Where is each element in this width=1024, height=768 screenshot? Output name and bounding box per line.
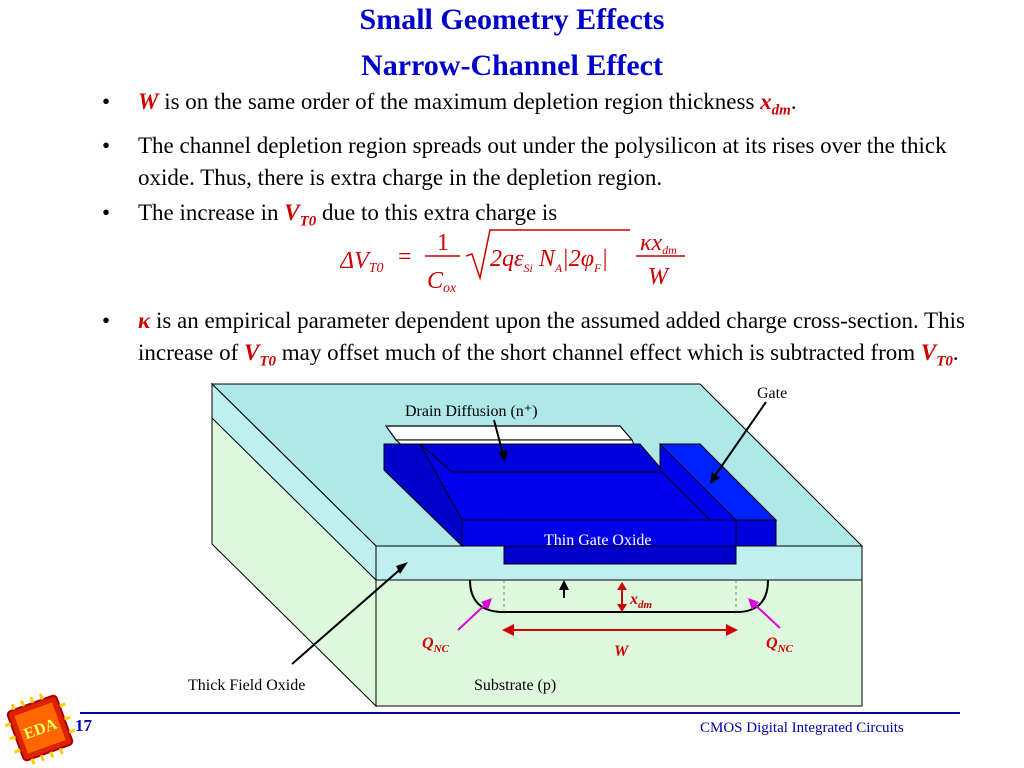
label-qnc-left: QNC [422,635,450,655]
symbol-kappa: κ [138,308,151,334]
label-thin-gate-oxide: Thin Gate Oxide [544,532,652,549]
slide-title: Small Geometry Effects [359,3,665,36]
gate-left-riser [383,443,463,548]
eda-logo: EDA [4,693,76,765]
field-oxide-top [210,383,864,547]
svg-text:Cox: Cox [427,268,457,296]
slide-subtitle: Narrow-Channel Effect [361,49,663,82]
footer-divider [80,712,960,714]
label-drain-diffusion: Drain Diffusion (n⁺) [405,403,538,420]
oxide-front [375,545,863,581]
bullet-1-text: is on the same order of the maximum depl… [158,89,761,114]
depletion-region [469,579,769,613]
label-substrate: Substrate (p) [474,677,556,694]
svg-text:1: 1 [437,230,449,256]
symbol-xdm: xdm [760,89,791,119]
bullet-3: • The increase in VT0 due to this extra c… [102,199,558,230]
gate-right-riser [659,443,777,547]
block-left-face [211,382,377,708]
gate-top [387,443,761,547]
delta-vt0-equation: ΔVT0 = 1 Cox 2qεSi NA|2φF| κxdm W [340,229,685,296]
symbol-vt0: VT0 [284,199,317,230]
label-gate: Gate [757,385,787,402]
gate-front [503,545,737,565]
label-xdm: xdm [629,591,653,611]
svg-text:ΔVT0: ΔVT0 [340,248,384,276]
symbol-vt0: VT0 [244,340,277,370]
symbol-vt0: VT0 [920,340,953,370]
bullet-list: • W is on the same order of the maximum d… [100,86,1000,381]
bullet-1: • W is on the same order of the maximum d… [102,89,797,119]
svg-text:W: W [648,264,670,290]
bullet-4: • κ is an empirical parameter dependent u… [102,308,965,370]
oxide-left-face [211,382,377,582]
label-thick-field-oxide: Thick Field Oxide [188,677,305,694]
label-qnc-right: QNC [766,635,794,655]
bullet-3-text: The increase in [138,199,285,225]
bullet-2-text: The channel depletion region spreads out… [138,132,947,190]
label-w: W [614,643,630,660]
footer-course-title: CMOS Digital Integrated Circuits [700,720,904,736]
bullet-2: • The channel depletion region spreads ou… [102,132,947,190]
page-number: 17 [75,716,92,735]
symbol-w: W [138,89,159,114]
drain-diffusion [384,425,634,441]
svg-text:=: = [398,244,412,270]
svg-text:κxdm: κxdm [640,230,677,257]
substrate-front [375,545,863,707]
